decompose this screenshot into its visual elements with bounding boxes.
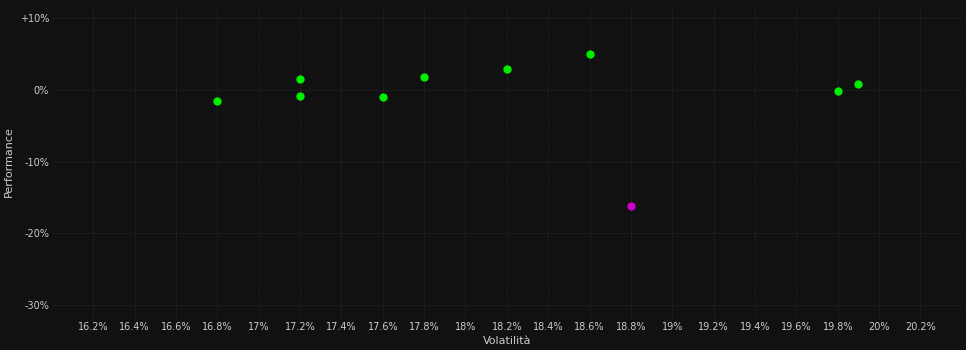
Point bbox=[293, 76, 308, 82]
Point bbox=[623, 203, 639, 209]
Y-axis label: Performance: Performance bbox=[4, 126, 14, 197]
Point bbox=[582, 51, 597, 57]
Point bbox=[851, 82, 867, 87]
Point bbox=[293, 93, 308, 98]
Point bbox=[210, 98, 225, 104]
Point bbox=[499, 66, 515, 71]
Point bbox=[416, 74, 432, 80]
X-axis label: Volatilità: Volatilità bbox=[483, 336, 531, 346]
Point bbox=[830, 89, 845, 94]
Point bbox=[375, 94, 390, 100]
